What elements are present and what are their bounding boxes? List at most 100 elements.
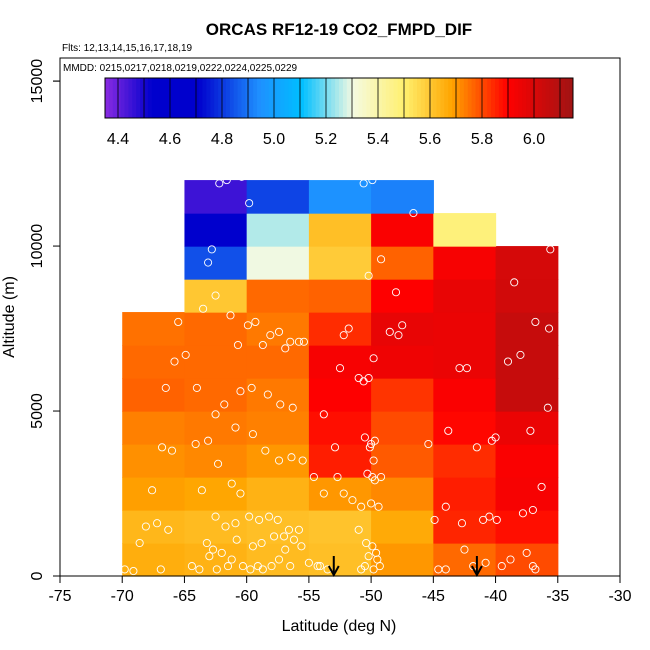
y-axis-label: Altitude (m): [1, 276, 18, 358]
sample-point: [339, 489, 348, 498]
colorbar-swatch: [479, 78, 484, 118]
colorbar-swatch: [229, 78, 235, 118]
colorbar-swatch: [483, 78, 488, 118]
colorbar-swatch: [498, 78, 504, 118]
colorbar-swatch: [366, 78, 371, 118]
dates-annotation: MMDD: 0215,0217,0218,0219,0222,0224,0225…: [63, 63, 298, 74]
heatmap-cell: [495, 279, 559, 313]
down-arrow-icon: [327, 556, 340, 578]
sample-point: [368, 542, 377, 551]
sample-point: [409, 209, 418, 218]
colorbar-tick-label: 6.0: [523, 131, 545, 148]
heatmap-cell: [433, 543, 497, 577]
sample-point: [148, 486, 157, 495]
heatmap-cell: [308, 444, 372, 478]
x-tick-label: -30: [608, 588, 631, 605]
colorbar-swatch: [350, 78, 356, 118]
colorbar-swatch: [222, 78, 227, 118]
heatmap-cell: [246, 345, 310, 379]
sample-point: [287, 453, 296, 462]
sample-point: [354, 525, 363, 534]
sample-point: [377, 255, 386, 264]
colorbar-swatch: [452, 78, 457, 118]
colorbar-swatch: [401, 78, 406, 118]
colorbar-swatch: [253, 78, 258, 118]
sample-point: [245, 512, 254, 521]
heatmap-cell: [184, 543, 248, 577]
x-axis-ticks: -75 -70 -65 -60 -55 -50 -45 -40 -35 -30: [48, 576, 632, 605]
colorbar-swatch: [210, 78, 215, 118]
colorbar-swatch: [249, 78, 254, 118]
sample-point: [385, 327, 394, 336]
colorbar-swatch: [335, 78, 340, 118]
colorbar-swatch: [409, 78, 414, 118]
colorbar-swatch: [530, 78, 535, 118]
sample-point: [370, 436, 379, 445]
heatmap-cell: [122, 312, 186, 346]
sample-point: [313, 562, 322, 571]
sample-point: [298, 456, 307, 465]
sample-point: [215, 179, 224, 188]
latitude-arrows: [327, 556, 483, 578]
sample-point: [167, 446, 177, 455]
colorbar-swatch: [237, 78, 242, 118]
sample-point: [204, 436, 213, 445]
sample-point: [257, 538, 266, 548]
heatmap-cell: [433, 246, 497, 280]
sample-point: [304, 558, 313, 567]
colorbar-swatch: [128, 78, 133, 118]
heatmap-cell: [184, 378, 248, 412]
sample-point: [487, 436, 496, 445]
heatmap-cell: [495, 444, 559, 478]
heatmap-cell: [433, 279, 497, 313]
sample-point: [497, 562, 506, 571]
sample-point: [212, 565, 221, 574]
heatmap-cell: [122, 378, 186, 412]
sample-point: [248, 542, 257, 551]
x-tick-label: -35: [546, 588, 569, 605]
heatmap-cell: [308, 279, 372, 313]
heatmap-cell: [308, 378, 372, 412]
sample-point: [202, 538, 211, 548]
colorbar-swatch: [151, 78, 157, 118]
sample-point: [289, 535, 299, 544]
colorbar-swatch: [261, 78, 266, 118]
sample-point: [316, 562, 325, 571]
sample-point: [394, 331, 403, 340]
heatmap-cell: [495, 312, 559, 346]
heatmap-cell: [246, 312, 310, 346]
heatmap-cell: [371, 378, 434, 412]
sample-point: [258, 340, 267, 350]
sample-point: [369, 456, 378, 465]
sample-points: [120, 172, 555, 576]
heatmap-cell: [371, 279, 434, 313]
y-tick-label: 15000: [29, 59, 46, 104]
colorbar-swatch: [413, 78, 418, 118]
sample-point: [245, 199, 254, 208]
x-axis-label: Latitude (deg N): [282, 618, 397, 635]
sample-point: [492, 515, 501, 524]
sample-point: [299, 337, 308, 346]
colorbar-swatch: [362, 78, 367, 118]
colorbar-swatch: [268, 78, 274, 118]
sample-point: [367, 499, 376, 508]
heatmap-cell: [433, 411, 497, 445]
colorbar-swatch: [190, 78, 196, 118]
colorbar-swatch: [459, 78, 465, 118]
sample-point: [526, 426, 535, 435]
heatmap-cell: [184, 411, 248, 445]
colorbar-swatch: [502, 78, 508, 118]
colorbar-swatch: [456, 78, 461, 118]
colorbar-swatch: [463, 78, 469, 118]
colorbar-swatch: [541, 78, 547, 118]
heatmap-cell: [495, 378, 559, 412]
sample-point: [362, 538, 371, 548]
sample-point: [518, 509, 527, 518]
colorbar-swatch: [565, 78, 570, 118]
heatmap-cell: [246, 378, 310, 412]
colorbar-swatch: [354, 78, 359, 118]
sample-point: [398, 321, 407, 330]
sample-point: [209, 545, 218, 554]
heatmap-cell: [495, 543, 559, 577]
